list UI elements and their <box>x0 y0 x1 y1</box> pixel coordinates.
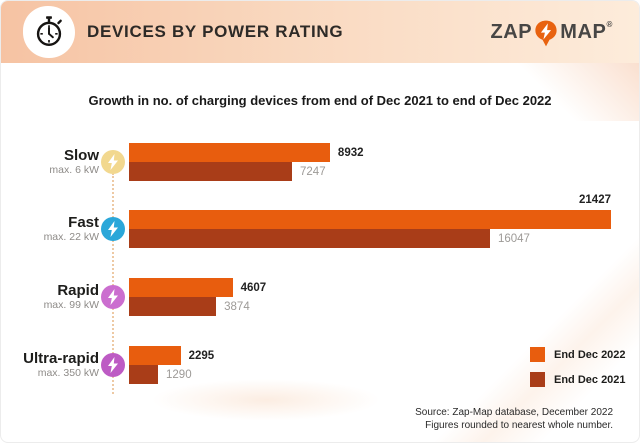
page-title: DEVICES BY POWER RATING <box>87 22 344 41</box>
registered-mark: ® <box>606 19 613 29</box>
bar-2022 <box>129 143 330 162</box>
category-block: Rapid max. 99 kW <box>1 282 99 312</box>
value-label-2021: 7247 <box>300 165 326 178</box>
brand-logo: ZAP MAP ® <box>490 19 613 46</box>
source-line-1: Source: Zap-Map database, December 2022 <box>415 407 613 418</box>
logo-map-text: MAP <box>560 20 607 43</box>
bar-line-2022: 2295 <box>129 346 611 365</box>
bar-line-2022: 4607 <box>129 278 611 297</box>
bar-line-2022: 8932 <box>129 143 611 162</box>
legend-swatch-2022 <box>530 347 545 362</box>
lightning-icon <box>101 285 125 309</box>
category-block: Slow max. 6 kW <box>1 147 99 177</box>
category-sublabel: max. 22 kW <box>43 231 99 243</box>
category-label: Slow <box>63 147 99 164</box>
stopwatch-icon <box>36 16 62 46</box>
bar-line-2021: 3874 <box>129 297 611 316</box>
category-sublabel: max. 6 kW <box>49 164 99 176</box>
value-label-2021: 1290 <box>166 368 192 381</box>
legend-label-2022: End Dec 2022 <box>554 348 626 361</box>
header: DEVICES BY POWER RATING ZAP MAP ® <box>1 1 639 63</box>
category-label: Ultra-rapid <box>23 350 99 367</box>
category-block: Fast max. 22 kW <box>1 214 99 244</box>
legend-label-2021: End Dec 2021 <box>554 373 626 386</box>
legend: End Dec 2022 End Dec 2021 <box>530 347 626 397</box>
bar-line-2021: 1290 <box>129 365 611 384</box>
legend-item-2022: End Dec 2022 <box>530 347 626 362</box>
bar-2022 <box>129 346 181 365</box>
chart-row-rapid: Rapid max. 99 kW 4607 3874 <box>1 278 639 316</box>
lightning-icon <box>101 217 125 241</box>
category-sublabel: max. 350 kW <box>37 367 99 379</box>
chart-row-fast: Fast max. 22 kW 21427 16047 <box>1 194 639 248</box>
value-label-2022: 8932 <box>337 146 364 159</box>
logo-zap-text: ZAP <box>490 20 533 43</box>
value-label-2021: 16047 <box>497 232 530 245</box>
bars-group: 8932 7247 <box>129 143 611 181</box>
stopwatch-badge <box>23 6 75 58</box>
bar-line-2021: 16047 <box>129 229 611 248</box>
chart-row-slow: Slow max. 6 kW 8932 7247 <box>1 143 639 181</box>
chart-row-ultra-rapid: Ultra-rapid max. 350 kW 2295 1290 <box>1 346 639 384</box>
value-label-2022: 21427 <box>579 194 611 206</box>
bar-2021 <box>129 365 159 384</box>
decorative-swoosh-top-right <box>509 63 639 121</box>
source-line-2: Figures rounded to nearest whole number. <box>425 419 613 431</box>
bar-2022 <box>129 278 233 297</box>
bars-group: 4607 3874 <box>129 278 611 316</box>
decorative-swoosh-bottom <box>151 379 381 421</box>
category-label: Fast <box>68 214 99 231</box>
value-label-2022: 4607 <box>240 281 267 294</box>
legend-item-2021: End Dec 2021 <box>530 372 626 387</box>
value-label-2021: 3874 <box>224 300 250 313</box>
bars-group: 2295 1290 <box>129 346 611 384</box>
category-sublabel: max. 99 kW <box>43 299 99 311</box>
lightning-icon <box>101 353 125 377</box>
bar-line-2022: 21427 <box>129 194 611 229</box>
bar-2021 <box>129 162 293 181</box>
bar-2021 <box>129 229 490 248</box>
legend-swatch-2021 <box>530 372 545 387</box>
map-pin-lightning-icon <box>535 20 557 46</box>
dotted-axis-line <box>112 173 114 394</box>
bar-line-2021: 7247 <box>129 162 611 181</box>
category-label: Rapid <box>57 282 99 299</box>
bar-2022 <box>129 210 611 229</box>
category-block: Ultra-rapid max. 350 kW <box>1 350 99 380</box>
source-note: Source: Zap-Map database, December 2022 … <box>415 407 613 432</box>
chart-subtitle: Growth in no. of charging devices from e… <box>88 93 552 108</box>
value-label-2022: 2295 <box>188 349 215 362</box>
lightning-icon <box>101 150 125 174</box>
bars-group: 21427 16047 <box>129 194 611 248</box>
bar-2021 <box>129 297 217 316</box>
